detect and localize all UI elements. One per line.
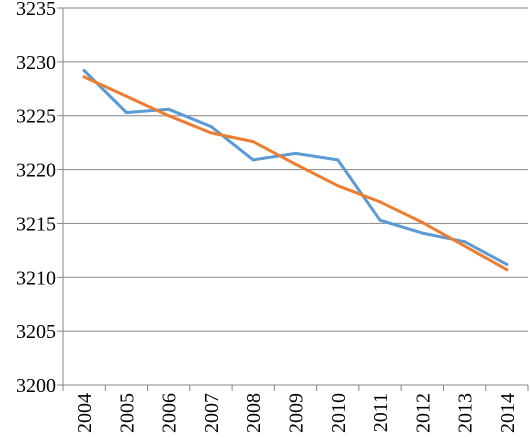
data-point (420, 220, 424, 224)
data-point (82, 75, 86, 79)
x-tick-label: 2012 (412, 393, 434, 433)
data-point (378, 200, 382, 204)
y-tick-label: 3215 (16, 213, 56, 235)
data-point (124, 94, 128, 98)
x-tick-label: 2014 (497, 393, 519, 433)
data-point (82, 69, 86, 72)
y-tick-label: 3210 (16, 267, 56, 289)
y-tick-label: 3225 (16, 106, 56, 128)
data-point (167, 107, 171, 111)
data-point (463, 244, 467, 248)
x-tick-label: 2007 (201, 393, 223, 433)
data-point (463, 240, 467, 244)
x-tick-label: 2006 (159, 393, 181, 433)
data-point (336, 158, 340, 162)
data-point (124, 111, 128, 114)
data-point (294, 151, 297, 155)
y-tick-label: 3200 (16, 375, 56, 397)
data-point (336, 184, 340, 188)
y-tick-label: 3235 (16, 0, 56, 20)
data-point (505, 268, 509, 272)
x-tick-label: 2009 (286, 393, 308, 433)
x-tick-label: 2010 (328, 393, 350, 433)
grid-lines (63, 7, 528, 332)
x-tick-label: 2005 (116, 393, 138, 433)
data-point (505, 262, 509, 266)
x-tick-label: 2011 (370, 393, 392, 432)
data-point (294, 162, 297, 166)
y-tick-label: 3205 (16, 321, 56, 343)
x-tick-label: 2013 (455, 393, 477, 433)
x-tick-label: 2004 (74, 393, 96, 433)
data-point (378, 218, 382, 222)
y-tick-labels: 3200 3205 3210 3215 3220 3225 3230 3235 (16, 0, 56, 397)
data-point (420, 231, 424, 235)
data-point (251, 140, 255, 144)
x-tick-labels: 2004 2005 2006 2007 2008 2009 2010 2011 2012 2013… (74, 393, 519, 433)
data-point (167, 114, 171, 118)
x-tick-label: 2008 (243, 393, 265, 433)
series-line-2 (82, 75, 509, 272)
y-tick-label: 3220 (16, 160, 56, 182)
data-point (209, 125, 213, 128)
data-point (209, 131, 213, 135)
axes (57, 7, 529, 391)
data-point (251, 158, 255, 162)
series-lines (82, 69, 509, 272)
y-tick-label: 3230 (16, 52, 56, 74)
